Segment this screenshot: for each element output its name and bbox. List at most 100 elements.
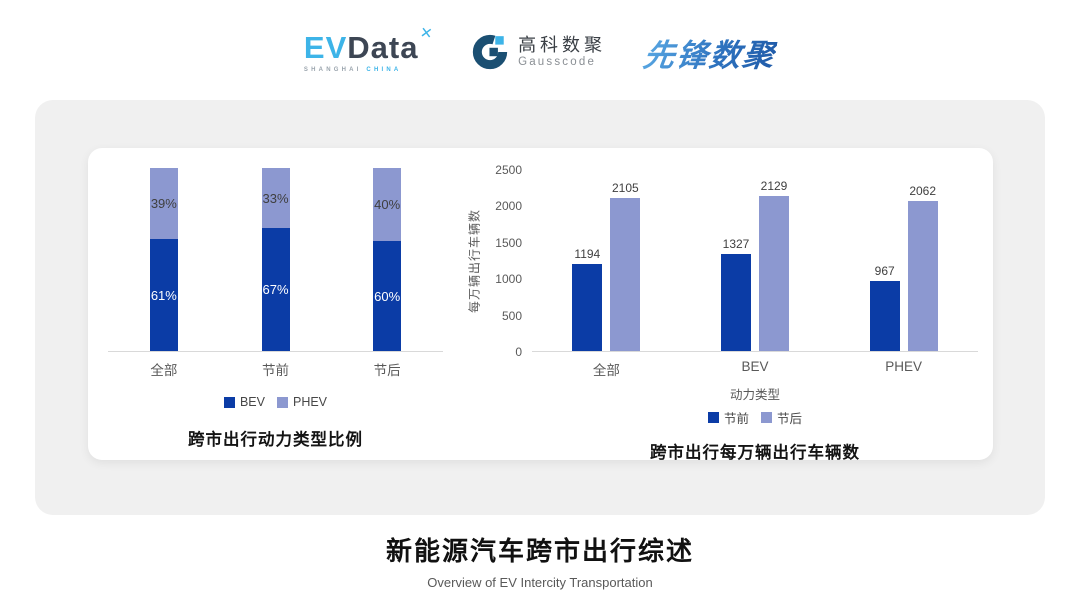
- grouped-legend-item: 节后: [761, 408, 802, 427]
- y-axis-ticks: 0 500 1000 1500 2000 2500: [482, 163, 532, 359]
- bar-节后: [907, 200, 938, 351]
- legend-label: 节后: [777, 412, 803, 426]
- pioneer-logo: 先锋数聚: [641, 30, 779, 75]
- gausscode-logo: 高科数聚 Gausscode: [471, 33, 606, 71]
- bar-group: 1327 2129: [721, 170, 789, 351]
- bar-segment-bev: 67%: [261, 228, 290, 351]
- bar-group-slot: 967 2062: [829, 170, 978, 351]
- stacked-plot: 39% 61% 33% 67% 40% 60%: [108, 168, 443, 352]
- grouped-legend: 节前 节后: [532, 408, 978, 427]
- bar-group: 967 2062: [869, 170, 938, 351]
- grouped-category-axis: 全部 BEV PHEV: [532, 359, 978, 379]
- bar-segment-phev: 33%: [261, 168, 290, 229]
- bar-slot: 40% 60%: [331, 168, 443, 351]
- y-tick-label: 2500: [495, 163, 522, 177]
- bar-group: 1194 2105: [572, 170, 641, 351]
- bar-segment-bev: 61%: [149, 239, 178, 351]
- grouped-chart-title: 跨市出行每万辆出行车辆数: [650, 444, 860, 462]
- grouped-plot: 1194 2105 1327 2129 967 2062: [532, 170, 978, 352]
- stacked-legend-item: PHEV: [276, 395, 328, 409]
- bar-slot: 39% 61%: [108, 168, 220, 351]
- charts-card: 39% 61% 33% 67% 40% 60% 全部 节前 节后 BEV PHEV 跨市出行动力…: [88, 148, 993, 462]
- bar-节前: [869, 280, 900, 351]
- stacked-chart-title: 跨市出行动力类型比例: [188, 431, 363, 449]
- grouped-legend-item: 节前: [707, 408, 749, 427]
- bar-segment-phev: 39%: [149, 168, 178, 240]
- bar-wrap: 2105: [610, 170, 641, 351]
- stacked-legend: BEV PHEV: [108, 395, 443, 409]
- stacked-legend-item: BEV: [223, 395, 265, 409]
- category-label: 全部: [150, 363, 178, 378]
- bar-节后: [610, 197, 641, 351]
- legend-swatch: [761, 412, 772, 423]
- y-tick-label: 1000: [495, 272, 522, 287]
- y-axis-label-column: 每万辆出行车辆数: [466, 170, 482, 352]
- stacked-bar: 40% 60%: [373, 168, 402, 351]
- evdata-wordmark: EV Data ✕: [303, 24, 434, 65]
- category-label: BEV: [741, 359, 769, 374]
- bar-节前: [721, 254, 751, 351]
- bar-节前: [572, 264, 603, 351]
- bar-segment-phev: 40%: [373, 168, 402, 242]
- y-axis-label: 每万辆出行车辆数: [467, 208, 482, 314]
- stacked-category-axis: 全部 节前 节后: [108, 359, 443, 379]
- y-tick-label: 2000: [495, 199, 522, 214]
- bar-wrap: 1327: [721, 170, 751, 351]
- bar-segment-label: 61%: [150, 287, 177, 303]
- value-label: 2105: [611, 180, 639, 195]
- bar-segment-label: 60%: [374, 288, 401, 304]
- bar-segment-label: 67%: [262, 282, 289, 298]
- logo-header: EV Data ✕ SHANGHAI CHINA 高科数聚 Gausscode …: [0, 20, 1080, 84]
- stacked-bar-chart: 39% 61% 33% 67% 40% 60% 全部 节前 节后 BEV PHEV 跨市出行动力…: [108, 168, 443, 450]
- bar-wrap: 2062: [907, 170, 938, 351]
- bar-segment-bev: 60%: [373, 241, 402, 351]
- bar-slot: 33% 67%: [220, 168, 332, 351]
- bar-segment-label: 40%: [374, 197, 401, 213]
- y-tick-label: 0: [515, 345, 522, 359]
- bar-wrap: 967: [869, 170, 900, 351]
- bar-segment-label: 39%: [150, 196, 177, 212]
- bar-segment-label: 33%: [262, 190, 289, 206]
- stacked-bar: 39% 61%: [149, 168, 178, 351]
- category-label: 节后: [373, 363, 401, 378]
- legend-label: PHEV: [292, 395, 328, 409]
- category-label: 全部: [592, 363, 620, 378]
- gausscode-text: 高科数聚 Gausscode: [518, 35, 606, 69]
- gausscode-en-text: Gausscode: [518, 55, 597, 68]
- gausscode-cn-text: 高科数聚: [518, 35, 607, 56]
- value-label: 2129: [760, 179, 788, 194]
- legend-swatch: [223, 396, 235, 408]
- bar-group-slot: 1327 2129: [681, 170, 830, 351]
- legend-label: 节前: [723, 412, 749, 426]
- evdata-logo: EV Data ✕ SHANGHAI CHINA: [303, 24, 434, 73]
- footer: 新能源汽车跨市出行综述 Overview of EV Intercity Tra…: [0, 531, 1080, 590]
- content-panel: 39% 61% 33% 67% 40% 60% 全部 节前 节后 BEV PHEV 跨市出行动力…: [35, 100, 1045, 515]
- main-title: 新能源汽车跨市出行综述: [385, 536, 694, 566]
- evdata-subtitle: SHANGHAI CHINA: [304, 67, 401, 73]
- legend-swatch: [707, 412, 719, 423]
- bar-wrap: 2129: [759, 170, 789, 351]
- value-label: 967: [874, 263, 895, 278]
- grouped-plot-area: 每万辆出行车辆数 0 500 1000 1500 2000 2500 1194 2105 13…: [466, 163, 978, 359]
- value-label: 1194: [574, 247, 601, 262]
- bar-group-slot: 1194 2105: [532, 170, 681, 351]
- y-tick-label: 1500: [495, 235, 522, 250]
- legend-swatch: [276, 396, 288, 408]
- value-label: 1327: [722, 237, 750, 252]
- evdata-china-text: CHINA: [366, 66, 402, 73]
- evdata-data-text: Data: [347, 29, 419, 65]
- category-label: 节前: [262, 363, 289, 378]
- stacked-bar: 33% 67%: [261, 168, 290, 351]
- bar-wrap: 1194: [572, 170, 603, 351]
- evdata-shanghai-text: SHANGHAI: [303, 66, 362, 73]
- category-label: PHEV: [885, 359, 923, 374]
- y-tick-label: 500: [501, 308, 522, 323]
- evdata-pinwheel-icon: ✕: [419, 23, 435, 43]
- gausscode-g-icon: [472, 34, 508, 70]
- x-axis-label: 动力类型: [729, 388, 780, 402]
- bar-节后: [759, 196, 789, 351]
- legend-label: BEV: [239, 395, 265, 409]
- main-subtitle: Overview of EV Intercity Transportation: [427, 575, 653, 590]
- evdata-ev-text: EV: [303, 29, 348, 65]
